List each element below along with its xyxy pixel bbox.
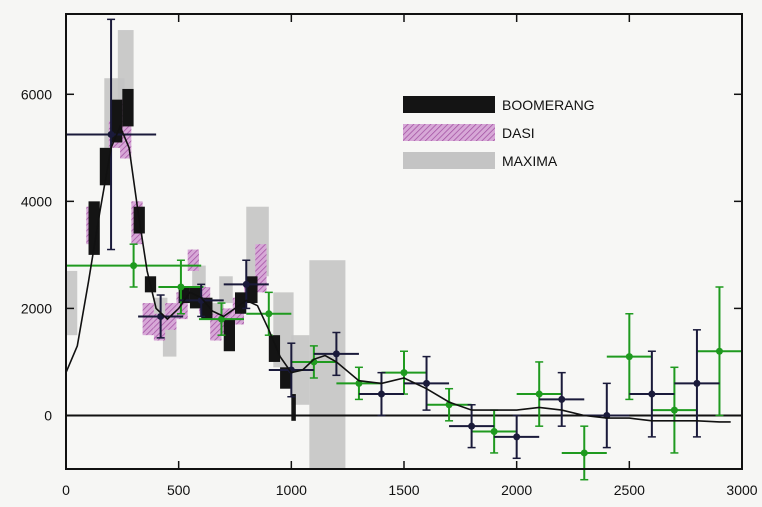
legend: BOOMERANG DASI MAXIMA — [403, 96, 595, 169]
x-tick-label: 2500 — [614, 482, 645, 498]
error-bar-point-4-12 — [629, 350, 675, 438]
boomerang-band-0 — [88, 201, 100, 255]
boomerang-band-3 — [122, 88, 134, 127]
legend-label-dasi: DASI — [502, 125, 535, 141]
y-tick-label: 4000 — [21, 193, 52, 209]
y-tick-label: 6000 — [21, 86, 52, 102]
legend-label-boomerang: BOOMERANG — [502, 97, 595, 113]
error-bar-point-4-6 — [358, 371, 404, 417]
dasi-band-4 — [142, 303, 154, 336]
error-bar-point-4-10 — [539, 371, 585, 427]
boomerang-band-11 — [246, 276, 258, 304]
boomerang-band-6 — [178, 287, 190, 304]
x-tick-label: 1500 — [388, 482, 419, 498]
plot-area — [66, 14, 742, 469]
dasi-band-7 — [176, 292, 188, 320]
x-tick-label: 2000 — [501, 482, 532, 498]
error-bar-point-3-11 — [606, 313, 652, 401]
error-bar-point-3-10 — [561, 425, 607, 481]
error-bar-point-4-1 — [138, 294, 184, 339]
boomerang-band-14 — [291, 394, 296, 421]
boomerang-band-7 — [189, 287, 202, 309]
dasi-band-5 — [153, 313, 166, 341]
maxima-band-2 — [117, 30, 134, 100]
y-tick-label: 0 — [44, 407, 52, 423]
boomerang-band-12 — [268, 335, 281, 362]
error-bar-point-3-0 — [66, 243, 202, 288]
dasi-band-14 — [255, 244, 267, 293]
x-tick-label: 3000 — [726, 482, 757, 498]
boomerang-band-8 — [201, 297, 213, 320]
x-tick-label: 0 — [62, 482, 70, 498]
dasi-band-2 — [120, 99, 132, 159]
error-bar-point-4-7 — [404, 355, 450, 411]
maxima-band-7 — [219, 276, 233, 304]
error-bar-point-3-2 — [198, 302, 245, 336]
boomerang-band-13 — [280, 367, 292, 389]
maxima-band-0 — [66, 270, 78, 336]
legend-swatch-dasi — [403, 124, 495, 141]
boomerang-band-10 — [235, 292, 247, 314]
axis-ticks: 0 500 1000 1500 2000 2500 3000 0 2000 4000 6000 — [21, 14, 758, 498]
y-tick-label: 2000 — [21, 300, 52, 316]
boomerang-band-2 — [111, 99, 123, 143]
error-bar-point-3-7 — [426, 387, 472, 422]
error-bar-point-3-13 — [696, 286, 742, 417]
error-bar-point-4-13 — [674, 329, 720, 438]
x-tick-label: 1000 — [276, 482, 307, 498]
boomerang-band-1 — [99, 147, 112, 186]
x-tick-label: 500 — [167, 482, 191, 498]
error-bar-point-4-5 — [313, 331, 359, 377]
legend-swatch-boomerang — [403, 96, 495, 113]
error-bar-point-3-12 — [651, 366, 697, 454]
legend-label-maxima: MAXIMA — [502, 153, 558, 169]
dasi-band-10 — [210, 313, 222, 341]
boomerang-band-9 — [223, 319, 235, 352]
error-bar-point-4-9 — [494, 414, 540, 460]
dasi-band-8 — [187, 249, 199, 271]
error-bar-point-4-8 — [449, 404, 495, 449]
error-bar-point-3-9 — [516, 361, 562, 427]
error-bar-point-4-0 — [66, 18, 157, 251]
model-curve — [65, 124, 731, 423]
legend-swatch-maxima — [403, 152, 495, 169]
